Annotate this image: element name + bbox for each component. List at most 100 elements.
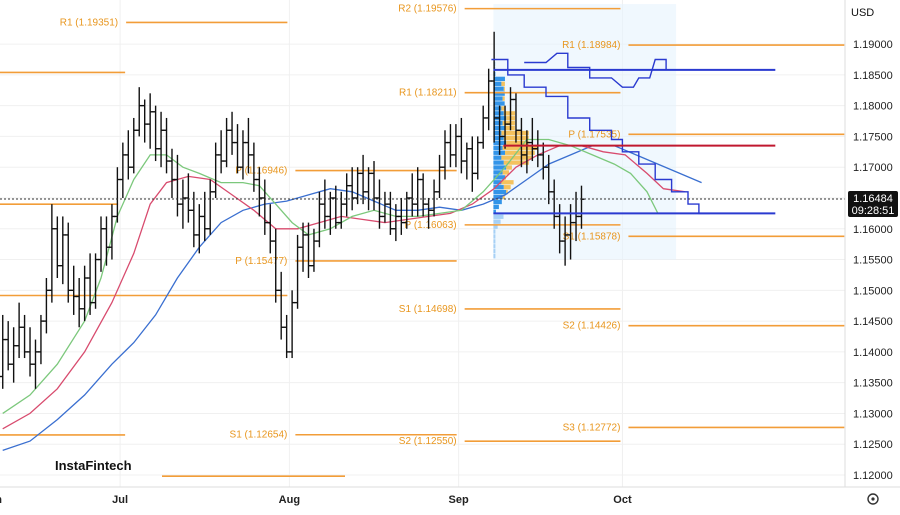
profile-bar-orange [503, 160, 529, 165]
candle [447, 124, 454, 168]
profile-bar-orange [501, 155, 532, 160]
pivot-label: R1 (1.18984) [562, 40, 620, 51]
y-tick-label: 1.16000 [853, 224, 893, 236]
profile-bar-blue [493, 86, 504, 91]
pivot-label: P (1.16063) [405, 220, 457, 231]
profile-bar-orange [503, 86, 505, 91]
y-tick-label: 1.17500 [853, 131, 893, 143]
candle [294, 234, 301, 309]
profile-bar-blue [493, 130, 502, 136]
y-tick-label: 1.13500 [853, 378, 893, 390]
profile-bar-blue [493, 101, 505, 106]
candle [229, 111, 236, 155]
time-axis[interactable]: n Jul Aug Sep Oct [0, 486, 900, 510]
profile-bar-blue [493, 194, 503, 200]
y-tick-label: 1.14500 [853, 316, 893, 328]
candle [414, 167, 421, 217]
profile-bar-blue [493, 209, 496, 215]
settings-icon-dot[interactable] [871, 497, 875, 501]
candle [59, 216, 66, 285]
profile-bar-orange [501, 106, 505, 111]
candle [349, 167, 356, 211]
y-tick-label: 1.13000 [853, 408, 893, 420]
candle [480, 105, 487, 149]
profile-bar-blue [493, 224, 498, 229]
candle [92, 253, 99, 309]
profile-bar-blue [493, 229, 496, 234]
x-tick-label: Oct [613, 494, 632, 506]
profile-bar-blue [493, 121, 503, 126]
pivot-label: S2 (1.14426) [563, 321, 621, 332]
profile-bar-blue [493, 76, 505, 82]
pivot-label: S1 (1.12654) [230, 430, 288, 441]
countdown-label: 09:28:51 [852, 205, 895, 217]
profile-bar-blue [493, 185, 504, 190]
profile-bar-blue [493, 253, 496, 259]
pivot-label: R1 (1.18211) [399, 88, 457, 99]
candle [278, 271, 285, 340]
profile-bar-orange [506, 189, 508, 195]
profile-bar-blue [493, 155, 502, 160]
candle [207, 179, 214, 235]
settings-icon[interactable] [867, 493, 879, 505]
candle [147, 93, 154, 149]
candle [436, 154, 443, 198]
profile-bar-blue [493, 189, 507, 195]
profile-bar-blue [493, 244, 496, 249]
profile-bar-orange [501, 180, 514, 185]
settings-icon-ring[interactable] [867, 493, 879, 505]
candle [441, 130, 448, 180]
x-tick-label: Aug [279, 494, 300, 506]
profile-bar-blue [493, 135, 504, 141]
overlay: InstaFintech [0, 52, 845, 473]
candle [469, 136, 476, 192]
candle [76, 278, 83, 328]
candle [130, 117, 137, 174]
profile-bar-orange [503, 185, 511, 190]
y-tick-label: 1.19000 [853, 39, 893, 51]
candle [458, 117, 465, 174]
value-area-step [491, 58, 710, 215]
y-tick-label: 1.14000 [853, 347, 893, 359]
profile-bar-blue [493, 239, 496, 244]
candle [32, 339, 39, 389]
candle [343, 173, 350, 217]
candle [452, 124, 459, 168]
pivot-label: P (1.16946) [235, 166, 287, 177]
profile-bar-blue [493, 175, 505, 180]
profile-bar-blue [493, 145, 503, 150]
y-tick-label: 1.15000 [853, 285, 893, 297]
price-tag-bg [848, 190, 898, 217]
profile-bar-blue [493, 170, 503, 175]
candles [0, 31, 585, 389]
y-tick-label: 1.18000 [853, 101, 893, 113]
candle [16, 302, 23, 359]
profile-bar-blue [493, 199, 502, 205]
candle [365, 167, 372, 211]
candle [119, 142, 126, 198]
profile-bar-blue [493, 91, 505, 96]
y-tick-label: 1.18500 [853, 70, 893, 82]
x-tick-label: Sep [449, 494, 469, 506]
profile-bar-orange [506, 165, 512, 170]
profile-bar-blue [493, 234, 496, 239]
profile-bar-orange [502, 170, 509, 175]
candle [463, 142, 470, 180]
candle [54, 216, 61, 279]
profile-bar-blue [493, 214, 504, 219]
candle [179, 179, 186, 229]
pivot-label: R2 (1.19576) [398, 4, 456, 15]
y-tick-label: 1.17000 [853, 162, 893, 174]
time-axis-bg [0, 487, 845, 510]
profile-bar-orange [505, 150, 535, 155]
currency-label[interactable]: USD [851, 7, 874, 19]
pivot-label: S2 (1.12550) [399, 436, 457, 447]
price-axis[interactable]: USD 1.12000 1.12500 1.13000 1.13500 1.14000 1.… [844, 0, 900, 510]
candle [125, 130, 132, 180]
candle [338, 191, 345, 229]
pivot-label: R1 (1.19351) [60, 17, 118, 28]
profile-bar-blue [493, 204, 499, 210]
candle [108, 204, 115, 260]
